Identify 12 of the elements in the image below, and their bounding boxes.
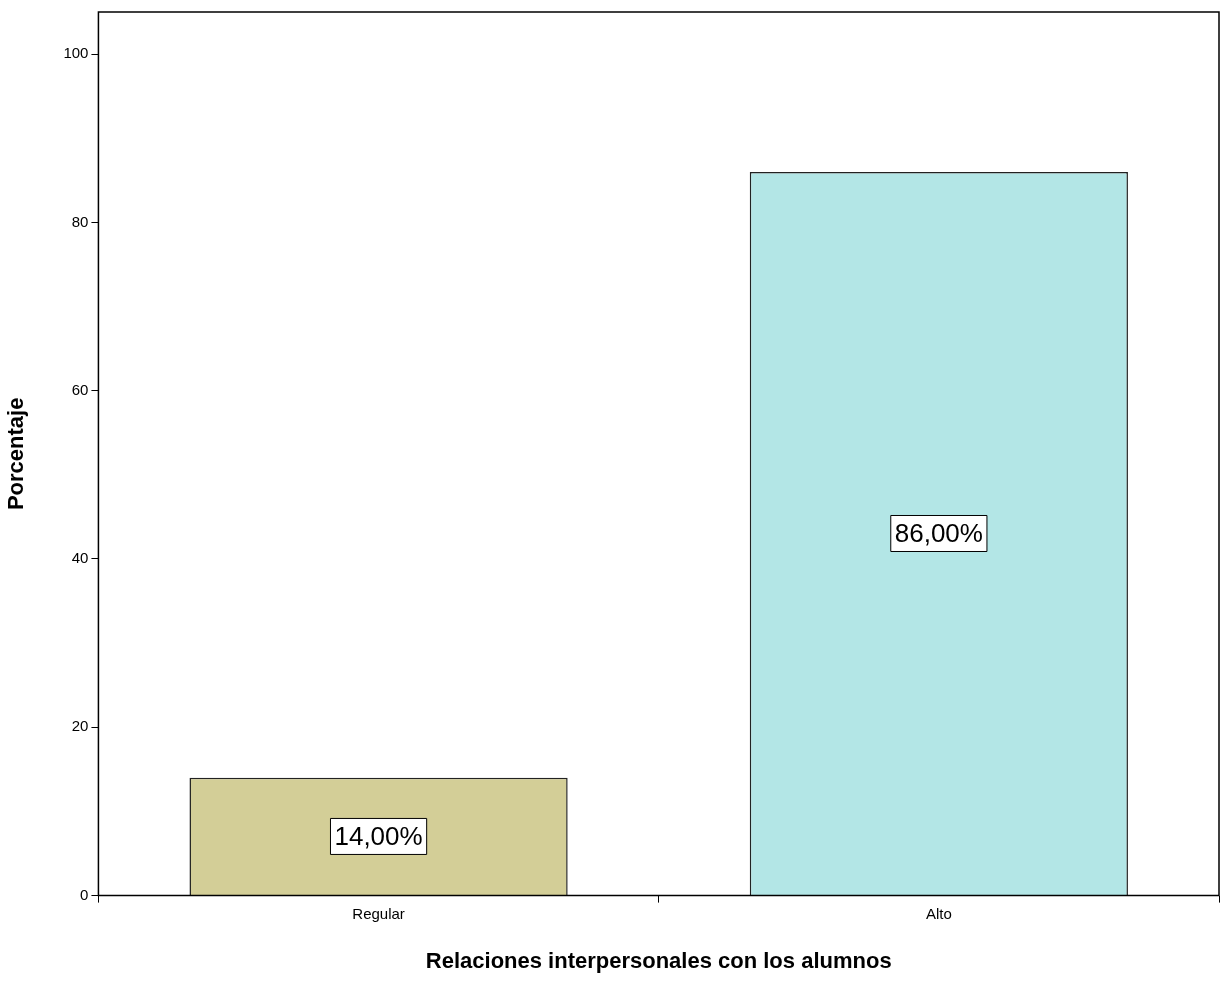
data-label: 86,00% xyxy=(894,517,983,548)
y-tick-label: 0 xyxy=(80,885,89,903)
y-tick-label: 100 xyxy=(63,44,89,62)
x-tick-label: Alto xyxy=(925,904,952,922)
y-axis-title: Porcentaje xyxy=(3,397,29,511)
x-tick-label: Regular xyxy=(352,904,405,922)
y-tick-label: 60 xyxy=(71,380,89,398)
y-tick-label: 20 xyxy=(71,717,89,735)
data-label: 14,00% xyxy=(334,820,423,851)
y-tick-label: 40 xyxy=(71,549,89,567)
x-axis-title: Relaciones interpersonales con los alumnos xyxy=(425,947,892,973)
y-tick-label: 80 xyxy=(71,212,89,230)
